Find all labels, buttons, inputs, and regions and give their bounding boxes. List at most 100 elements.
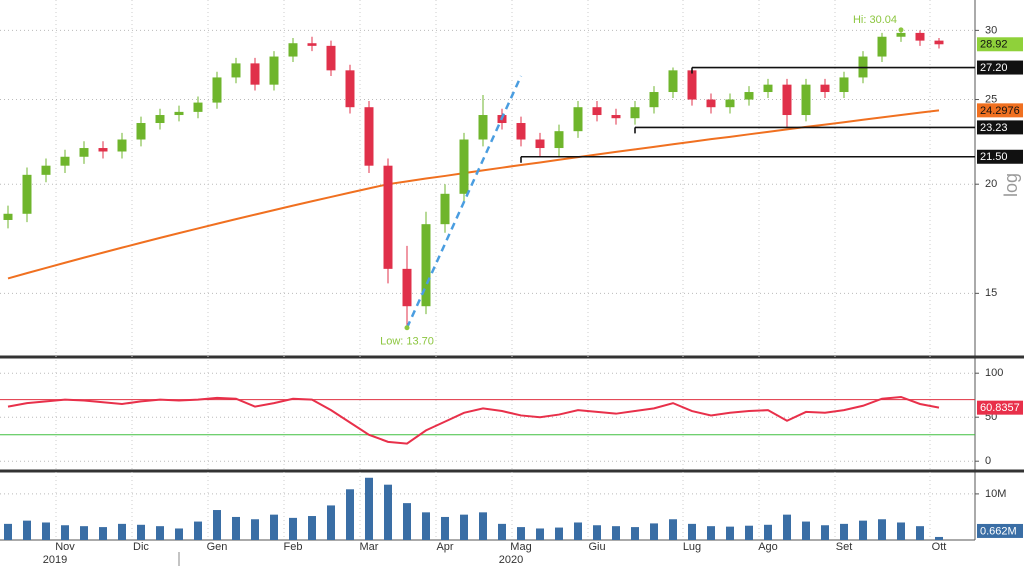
x-tick-label: Giu xyxy=(588,541,605,553)
candle-body xyxy=(98,148,108,152)
candle-body xyxy=(60,156,70,166)
value-box xyxy=(977,523,1023,538)
moving-average-line xyxy=(7,109,940,280)
candle-body xyxy=(649,92,659,108)
candle-body xyxy=(326,45,336,71)
volume-bar xyxy=(916,526,924,540)
volume-bar xyxy=(612,526,620,540)
candle-body xyxy=(915,32,925,41)
value-box xyxy=(977,103,1023,118)
volume-bar xyxy=(422,512,430,540)
candle-body xyxy=(440,193,450,225)
candle-body xyxy=(250,63,260,85)
volume-bar xyxy=(726,526,734,540)
volume-bar xyxy=(802,521,810,540)
candle-body xyxy=(345,70,355,108)
candle-body xyxy=(155,115,165,124)
volume-bar xyxy=(859,520,867,540)
value-box-label: 21.50 xyxy=(980,151,1008,163)
volume-bar xyxy=(194,521,202,540)
volume-bar xyxy=(821,525,829,540)
candle-body xyxy=(782,84,792,116)
candle-body xyxy=(174,111,184,116)
volume-bar xyxy=(878,519,886,540)
candle-body xyxy=(706,99,716,108)
candle-body xyxy=(79,148,89,157)
candle-body xyxy=(934,40,944,45)
candle-body xyxy=(896,32,906,37)
candle-body xyxy=(136,123,146,140)
candle-body xyxy=(573,107,583,132)
volume-bar xyxy=(99,527,107,540)
candle-body xyxy=(535,139,545,149)
y-tick-label: 15 xyxy=(985,287,997,299)
volume-bar xyxy=(441,516,449,540)
volume-bar xyxy=(308,516,316,540)
volume-bar xyxy=(61,525,69,540)
value-box xyxy=(977,37,1023,52)
volume-bar xyxy=(213,510,221,540)
volume-bar xyxy=(593,525,601,540)
volume-bar xyxy=(536,528,544,540)
candle-body xyxy=(801,84,811,116)
value-box-label: 28.92 xyxy=(980,39,1008,51)
volume-bar xyxy=(365,477,373,540)
value-box xyxy=(977,149,1023,164)
candle-body xyxy=(288,43,298,57)
volume-bar xyxy=(897,522,905,540)
candle-body xyxy=(763,84,773,93)
scale-label: log xyxy=(1001,173,1021,197)
candle-body xyxy=(41,165,51,175)
volume-bar xyxy=(80,526,88,540)
volume-bar xyxy=(498,523,506,540)
candle-body xyxy=(516,123,526,140)
x-tick-label: Ago xyxy=(758,541,778,553)
volume-bar xyxy=(232,516,240,540)
candle-body xyxy=(839,77,849,93)
candle-body xyxy=(307,43,317,46)
candle-body xyxy=(611,115,621,119)
y-tick-label: 30 xyxy=(985,24,997,36)
x-tick-label: Lug xyxy=(683,541,701,553)
volume-bar xyxy=(669,519,677,540)
low-annotation: Low: 13.70 xyxy=(380,336,434,348)
candle-body xyxy=(269,56,279,85)
candle-body xyxy=(402,268,412,307)
volume-bar xyxy=(327,505,335,540)
candle-body xyxy=(3,213,13,220)
volume-bar xyxy=(118,523,126,540)
volume-bar xyxy=(270,514,278,540)
candle-body xyxy=(554,131,564,149)
high-annotation: Hi: 30.04 xyxy=(853,14,897,26)
high-marker xyxy=(898,27,904,33)
volume-bar xyxy=(707,526,715,540)
candle-body xyxy=(478,115,488,140)
y-tick-label: 25 xyxy=(985,93,997,105)
volume-bar xyxy=(23,520,31,540)
x-tick-label: Apr xyxy=(436,541,453,553)
candle-body xyxy=(630,107,640,119)
x-tick-label: Mar xyxy=(360,541,379,553)
volume-bar xyxy=(555,527,563,540)
candle-body xyxy=(744,92,754,100)
value-box xyxy=(977,60,1023,75)
volume-bar xyxy=(384,484,392,540)
candle-body xyxy=(117,139,127,152)
candle-body xyxy=(22,174,32,214)
x-tick-label: Dic xyxy=(133,541,149,553)
candle-body xyxy=(668,70,678,93)
volume-bar xyxy=(403,503,411,540)
year-label: 2020 xyxy=(499,554,523,566)
volume-bar xyxy=(479,512,487,540)
candle-body xyxy=(820,84,830,93)
volume-bar xyxy=(460,514,468,540)
volume-bar xyxy=(935,536,943,540)
value-box xyxy=(977,120,1023,135)
candle-body xyxy=(459,139,469,194)
x-tick-label: Feb xyxy=(284,541,303,553)
volume-bar xyxy=(175,528,183,540)
candle-body xyxy=(592,107,602,116)
candle-body xyxy=(364,107,374,166)
volume-bar xyxy=(688,523,696,540)
